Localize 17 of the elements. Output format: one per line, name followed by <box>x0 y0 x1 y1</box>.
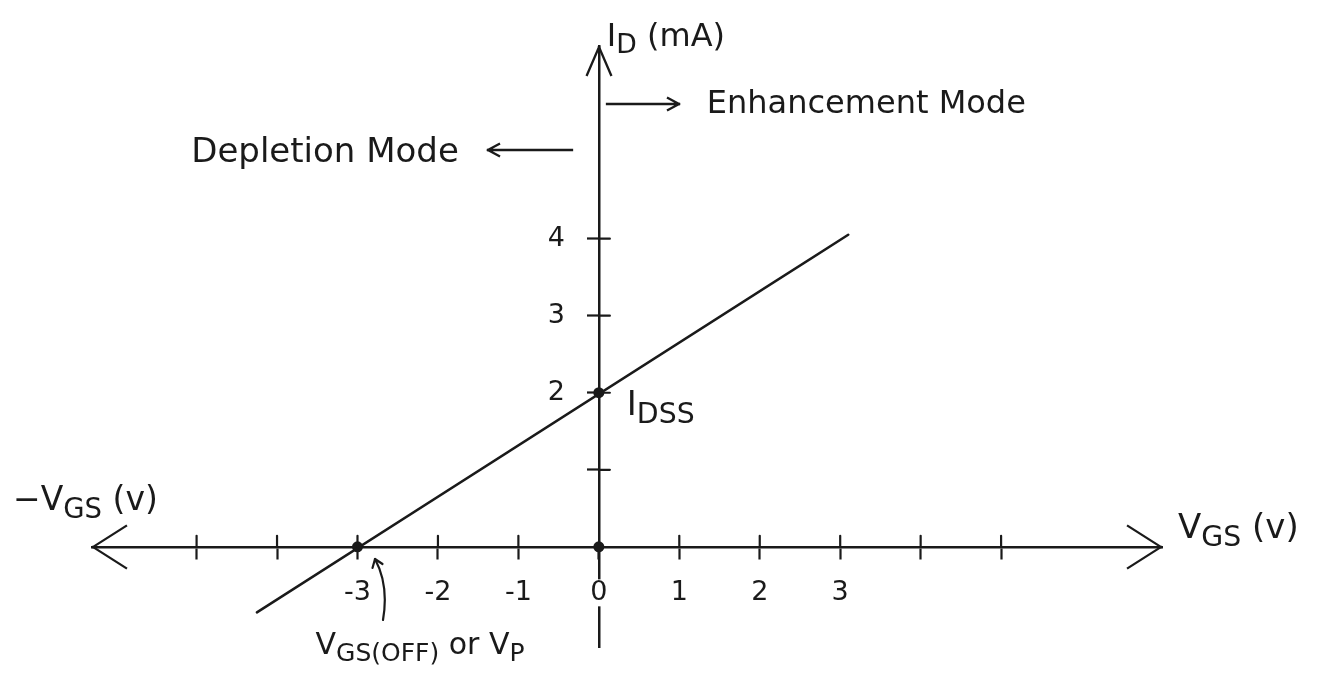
y-axis-title: I$_{D}$ (mA) <box>606 15 725 61</box>
y-tick-label: 4 <box>547 220 565 252</box>
x-tick-label: -1 <box>504 574 532 606</box>
annotation: Depletion Mode <box>191 129 459 171</box>
x-tick-label: 3 <box>831 574 849 606</box>
annotation: Enhancement Mode <box>706 82 1026 122</box>
x-tick-label: 0 <box>590 574 608 606</box>
x-axis-title: V$_{GS}$ (v) <box>1178 505 1299 554</box>
x-tick-label: -3 <box>344 574 371 606</box>
x-tick-label: -2 <box>424 574 452 606</box>
annotation: I$_{DSS}$ <box>626 382 695 431</box>
y-tick-label: 2 <box>547 374 565 406</box>
x-tick-label: 2 <box>751 574 769 606</box>
annotation: −V$_{GS}$ (v) <box>13 479 158 525</box>
x-tick-label: 1 <box>670 574 688 606</box>
annotation: V$_{GS(OFF)}$ or V$_{P}$ <box>315 625 525 668</box>
y-tick-label: 3 <box>547 297 565 329</box>
